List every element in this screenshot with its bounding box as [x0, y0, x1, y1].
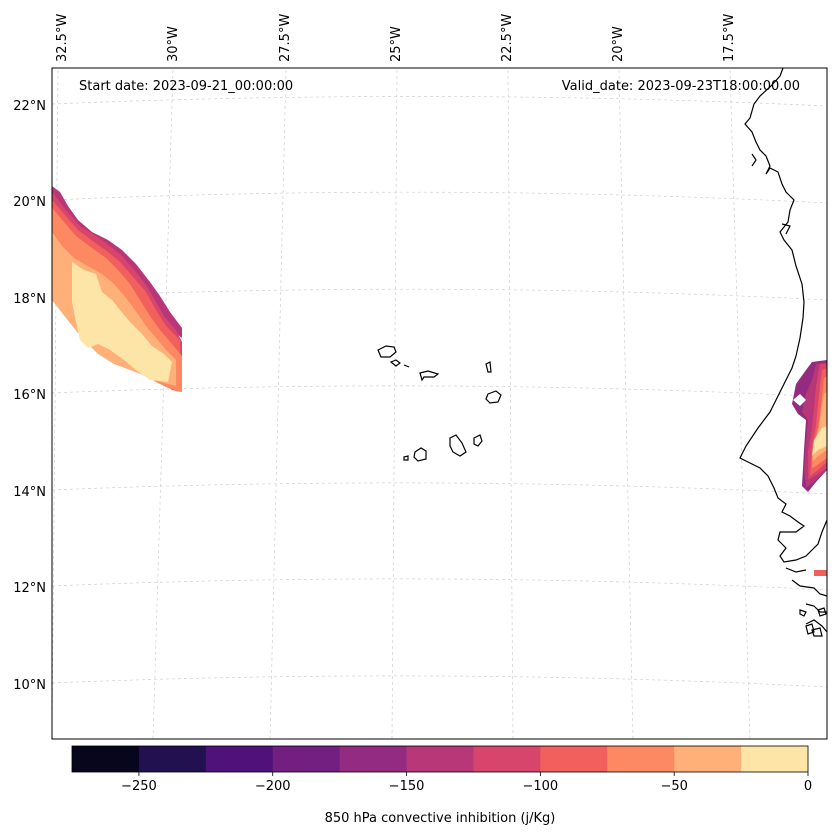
map-panel — [52, 68, 827, 739]
start-date-label: Start date: 2023-09-21_00:00:00 — [79, 79, 293, 94]
colorbar-segment — [741, 746, 809, 772]
island-brava — [403, 455, 409, 461]
island-sao-vicente — [389, 359, 401, 367]
colorbar-tick-label: −250 — [121, 779, 157, 794]
lat-label-16: 16°N — [13, 388, 46, 403]
meridian-27-5 — [269, 69, 287, 741]
coastline-main — [739, 67, 828, 563]
colorbar-segment — [607, 746, 675, 772]
island-santo-antao — [377, 345, 397, 358]
colorbar-border — [71, 745, 809, 773]
parallel-10 — [51, 675, 828, 688]
gridlines — [51, 69, 828, 741]
cin-contour-west — [52, 186, 182, 392]
cin-band-25-east — [812, 426, 827, 456]
lon-label-27-5: 27.5°W — [278, 14, 293, 62]
islet-3 — [805, 623, 815, 635]
island-fogo — [413, 447, 427, 462]
meridian-17-5 — [729, 69, 751, 741]
lat-label-10: 10°N — [13, 678, 46, 693]
colorbar-segment — [205, 746, 274, 772]
meridian-32-5 — [51, 69, 59, 741]
parallel-20 — [51, 191, 828, 204]
island-maio — [473, 434, 483, 447]
colorbar-label: 850 hPa convective inhibition (j/Kg) — [325, 811, 556, 826]
meridian-22-5 — [507, 69, 514, 741]
colorbar-ticks: −250 −200 −150 −100 −50 0 — [121, 772, 812, 794]
island-sao-nicolau — [419, 370, 440, 382]
cin-hole — [793, 394, 806, 406]
colorbar-tick-label: −200 — [255, 779, 291, 794]
lon-label-17-5: 17.5°W — [722, 14, 737, 62]
lon-label-30: 30°W — [166, 26, 181, 62]
islet-4 — [811, 627, 823, 637]
lon-label-20: 20°W — [611, 26, 626, 62]
colorbar-tick-label: 0 — [804, 779, 812, 794]
lon-label-32-5: 32.5°W — [55, 14, 70, 62]
colorbar-segment — [540, 746, 608, 772]
colorbar-tick-label: −50 — [660, 779, 687, 794]
meridian-20 — [618, 69, 634, 741]
coastline-bay — [751, 153, 757, 167]
colorbar-segment — [272, 746, 341, 772]
coastline-cape — [781, 223, 791, 235]
colorbar-tick-label: −150 — [389, 779, 425, 794]
coastline-guinea — [791, 579, 828, 597]
colorbar-segment — [406, 746, 474, 772]
colorbar-segment — [473, 746, 541, 772]
colorbar — [71, 745, 809, 773]
parallel-12 — [51, 578, 828, 591]
meridian-25 — [391, 69, 398, 741]
lat-label-14: 14°N — [13, 485, 46, 500]
coastline-south — [805, 619, 828, 633]
lon-labels: 32.5°W 30°W 27.5°W 25°W 22.5°W 20°W 17.5… — [55, 14, 737, 62]
colorbar-segment — [72, 746, 140, 772]
lat-label-18: 18°N — [13, 292, 46, 307]
colorbar-segment — [339, 746, 408, 772]
meridian-30 — [152, 69, 174, 741]
map-border — [51, 67, 828, 740]
colorbar-tick-label: −100 — [523, 779, 559, 794]
island-santiago — [449, 434, 467, 457]
cin-band-small — [814, 570, 827, 576]
lat-labels: 22°N 20°N 18°N 16°N 14°N 12°N 10°N — [13, 99, 46, 693]
island-sal — [485, 361, 492, 373]
island-boa-vista — [485, 390, 502, 404]
parallel-16 — [51, 385, 828, 398]
islet-2 — [817, 607, 827, 617]
parallel-22 — [51, 96, 828, 107]
parallel-18 — [51, 288, 828, 301]
cin-band-25 — [72, 262, 172, 382]
lat-label-20: 20°N — [13, 195, 46, 210]
lon-label-25: 25°W — [389, 26, 404, 62]
lat-label-12: 12°N — [13, 581, 46, 596]
islet-1 — [799, 609, 807, 617]
cin-contour-east — [792, 360, 827, 576]
coastline-bijagos — [805, 603, 827, 613]
island-santa-luzia — [403, 364, 410, 368]
africa-coastline — [739, 67, 828, 637]
lat-label-22: 22°N — [13, 99, 46, 114]
lon-label-22-5: 22.5°W — [500, 14, 515, 62]
cape-verde-islands — [377, 345, 502, 462]
valid-date-label: Valid_date: 2023-09-23T18:00:00.00 — [562, 79, 800, 94]
colorbar-segment — [138, 746, 207, 772]
colorbar-segment — [674, 746, 742, 772]
coastline-river — [785, 567, 807, 573]
parallel-14 — [51, 482, 828, 495]
